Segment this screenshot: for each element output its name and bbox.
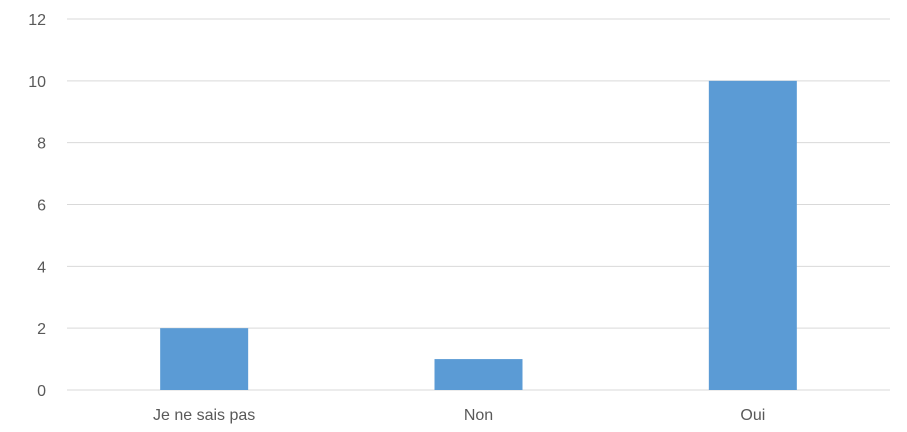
bar-oui	[708, 80, 797, 390]
bars	[160, 80, 797, 390]
y-tick-label: 0	[37, 383, 46, 400]
y-tick-label: 8	[37, 136, 46, 153]
x-tick-label: Je ne sais pas	[153, 407, 255, 424]
x-tick-label: Oui	[740, 407, 765, 424]
x-tick-label: Non	[464, 407, 493, 424]
y-tick-label: 10	[28, 74, 46, 91]
x-axis-tick-labels: Je ne sais pas Non Oui	[153, 407, 765, 424]
y-tick-label: 2	[37, 321, 46, 338]
y-tick-label: 6	[37, 198, 46, 215]
y-tick-label: 12	[28, 12, 46, 29]
bar-je-ne-sais-pas	[160, 328, 249, 390]
bar-non	[434, 359, 523, 390]
y-axis-tick-labels: 0 2 4 6 8 10 12	[28, 12, 46, 400]
y-tick-label: 4	[37, 259, 46, 276]
